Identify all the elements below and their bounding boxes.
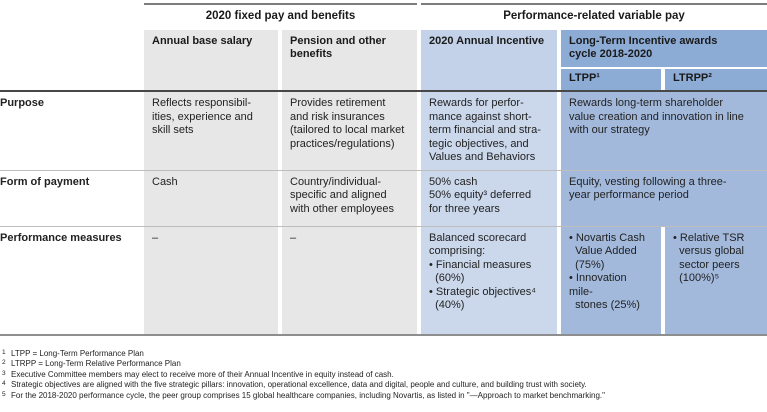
footnote-marker: 4 [2,380,6,387]
footnotes: 1 LTPP = Long-Term Performance Plan 2 LT… [0,349,767,402]
column-header-ltpp: LTPP¹ [561,69,661,90]
footnote-text: LTRPP = Long-Term Relative Performance P… [11,359,181,368]
footnote-text: Executive Committee members may elect to… [11,369,394,379]
row-separator [0,225,767,227]
footnote-text: Strategic objectives are aligned with th… [11,380,587,389]
column-header-pension-benefits: Pension and other benefits [282,30,417,90]
column-header-row: Annual base salary Pension and other ben… [0,30,767,90]
cell-purpose-annual-base-salary: Reflects responsibil- ities, experience … [144,92,278,170]
footnote-marker: 2 [2,359,6,366]
column-header-lti-cycle: Long-Term Incentive awards cycle 2018-20… [561,30,767,67]
row-label-purpose: Purpose [0,92,140,170]
column-header-ltrpp: LTRPP² [665,69,767,90]
footnote-5: 5 For the 2018-2020 performance cycle, t… [2,391,767,402]
cell-performance-ltrpp: • Relative TSR versus global sector peer… [665,226,767,334]
group-header-variable-pay: Performance-related variable pay [421,3,767,30]
table-row-purpose: Purpose Reflects responsibil- ities, exp… [0,92,767,170]
cell-form-annual-incentive: 50% cash 50% equity³ deferred for three … [421,170,557,226]
column-header-annual-base-salary: Annual base salary [144,30,278,90]
table-row-performance-measures: Performance measures – – Balanced scorec… [0,226,767,334]
footnote-marker: 1 [2,348,6,356]
cell-form-long-term-incentive: Equity, vesting following a three- year … [561,170,767,226]
row-label-performance-measures: Performance measures [0,226,140,334]
footnote-3: 3 Executive Committee members may elect … [2,370,767,381]
footnote-marker: 5 [2,390,6,398]
table-top-rule [0,90,767,92]
column-header-annual-incentive: 2020 Annual Incentive [421,30,557,90]
cell-performance-ltpp: • Novartis Cash Value Added (75%) • Inno… [561,226,661,334]
cell-purpose-long-term-incentive: Rewards long-term shareholder value crea… [561,92,767,170]
cell-performance-annual-incentive: Balanced scorecard comprising: • Financi… [421,226,557,334]
footnote-4: 4 Strategic objectives are aligned with … [2,380,767,391]
cell-performance-pension: – [282,226,417,334]
cell-purpose-annual-incentive: Rewards for perfor- mance against short-… [421,92,557,170]
cell-form-annual-base-salary: Cash [144,170,278,226]
footnote-text: LTPP = Long-Term Performance Plan [11,348,144,358]
table-bottom-rule [0,333,767,336]
cell-purpose-pension: Provides retirement and risk insurances … [282,92,417,170]
footnote-1: 1 LTPP = Long-Term Performance Plan [2,349,767,360]
row-separator [0,169,767,171]
cell-form-pension: Country/individual- specific and aligned… [282,170,417,226]
footnote-2: 2 LTRPP = Long-Term Relative Performance… [2,359,767,370]
cell-performance-annual-base-salary: – [144,226,278,334]
footnote-marker: 3 [2,369,6,377]
group-header-row: 2020 fixed pay and benefits Performance-… [0,3,767,30]
row-label-form-of-payment: Form of payment [0,170,140,226]
table-row-form-of-payment: Form of payment Cash Country/individual-… [0,170,767,226]
footnote-text: For the 2018-2020 performance cycle, the… [11,390,605,400]
group-header-fixed-pay: 2020 fixed pay and benefits [144,3,417,30]
